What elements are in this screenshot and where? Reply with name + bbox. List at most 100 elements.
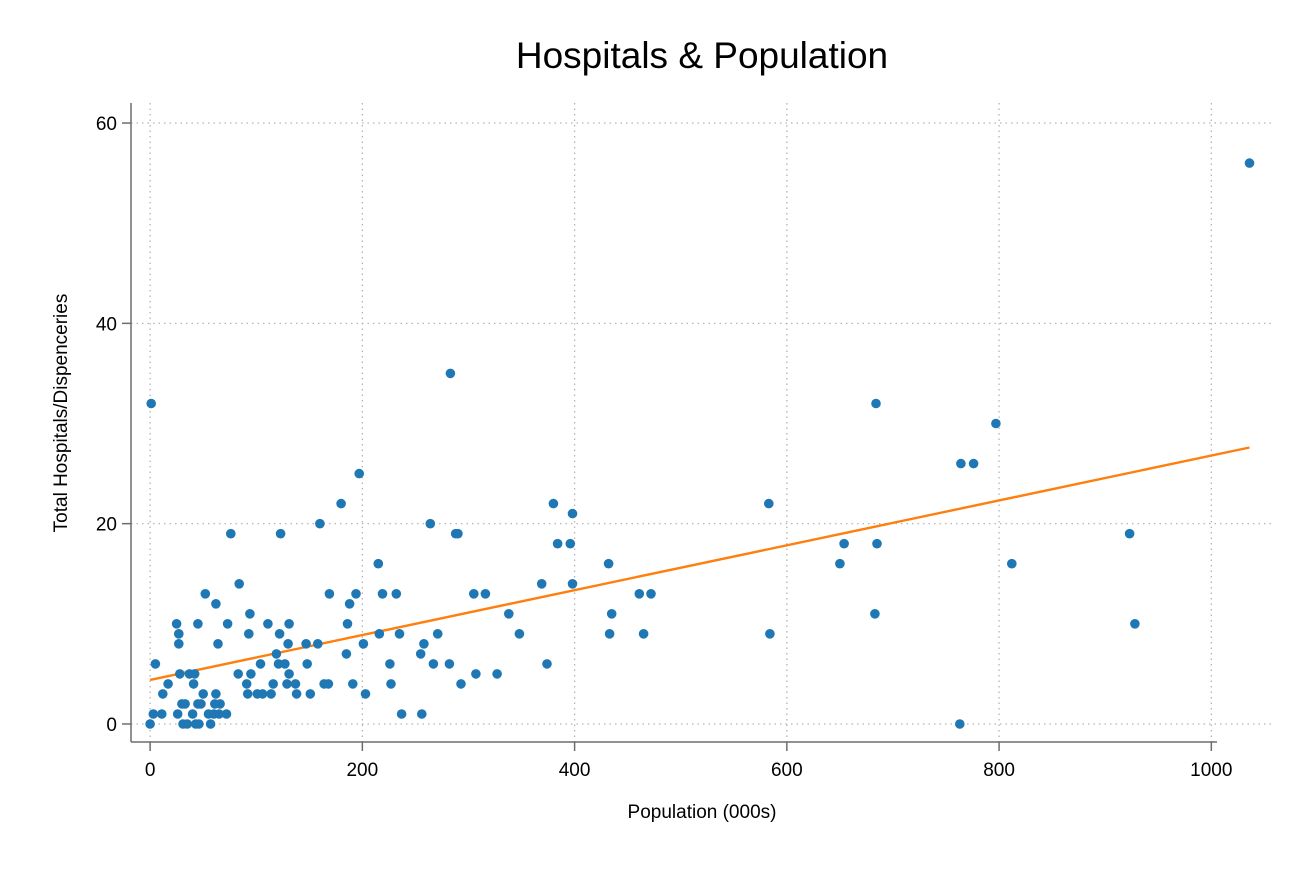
data-point [456,679,466,689]
data-point [514,629,525,639]
data-point [196,699,206,709]
x-tick-label: 0 [145,760,156,781]
data-point [419,639,429,649]
y-tick-label: 40 [96,314,117,335]
data-point [956,458,966,469]
data-point [604,629,615,639]
data-point [163,679,173,689]
data-point [341,649,352,659]
data-point [145,719,155,729]
data-point [242,689,253,699]
data-point [305,689,316,699]
data-point [200,589,211,599]
data-point [271,649,282,659]
data-point [872,538,882,549]
data-point [634,589,645,599]
data-point [180,699,190,709]
data-point [233,669,243,679]
data-point [315,518,325,529]
data-point [274,629,285,639]
data-point [284,669,294,679]
data-point [222,619,233,629]
data-point [193,619,203,629]
data-point [205,719,216,729]
data-point [374,629,385,639]
data-point [344,599,355,609]
data-point [480,589,491,599]
data-point [266,689,276,699]
data-point [764,498,774,509]
data-point [1130,619,1140,629]
data-point [268,679,279,689]
data-point [174,639,184,649]
gridlines [131,103,1275,742]
data-point [257,689,268,699]
data-point [157,709,167,719]
data-point [213,639,223,649]
data-point [324,589,335,599]
data-point [172,709,183,719]
data-point [148,709,159,719]
data-point [567,508,578,519]
data-point [301,639,311,649]
data-point [214,709,224,719]
x-tick-label: 800 [983,760,1015,781]
data-point [245,609,255,619]
x-tick-label: 400 [559,760,591,781]
data-point [360,689,371,699]
data-point [187,709,198,719]
data-point [432,629,443,639]
data-point [211,599,221,609]
data-point [182,719,192,729]
data-point [150,659,161,669]
data-point [348,679,358,689]
data-point [263,619,273,629]
y-tick-label: 60 [96,114,117,135]
data-point [638,629,649,639]
data-point [396,709,407,719]
data-point [542,659,552,669]
data-point [1124,528,1135,539]
y-tick-label: 0 [106,715,117,736]
data-point [603,558,614,569]
data-point [415,649,426,659]
data-point [646,589,656,599]
data-point [536,579,547,589]
data-point [391,589,402,599]
data-point [548,498,559,509]
x-tick-label: 600 [771,760,803,781]
data-point [198,689,208,699]
data-point [175,669,185,679]
data-point [567,579,578,589]
data-point [870,609,880,619]
data-point [565,538,576,549]
data-point [158,689,168,699]
data-point [835,558,845,569]
fit-line [149,446,1250,682]
data-point [373,558,384,569]
data-point [765,629,775,639]
data-points [145,158,1255,729]
data-point [428,659,439,669]
data-point [386,679,396,689]
y-tick-label: 20 [96,515,117,536]
data-point [194,719,204,729]
data-point [839,538,849,549]
data-point [283,639,293,649]
data-point [282,679,292,689]
data-point [284,619,294,629]
data-point [323,679,334,689]
data-point [211,689,221,699]
data-point [275,528,286,539]
data-point [189,669,200,679]
data-point [215,699,225,709]
axes [130,103,1217,743]
y-axis-label: Total Hospitals/Dispenceries [51,294,72,533]
fit-line-layer [149,446,1250,682]
data-point [354,468,365,479]
data-point [221,709,232,719]
data-point [188,679,199,689]
data-point [313,639,323,649]
